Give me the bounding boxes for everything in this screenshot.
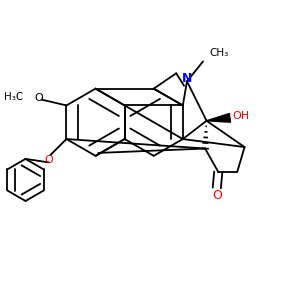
Text: O: O <box>212 189 222 202</box>
Text: N: N <box>182 73 192 85</box>
Text: O: O <box>35 93 44 103</box>
Text: CH₃: CH₃ <box>209 48 228 58</box>
Text: O: O <box>44 155 53 165</box>
Polygon shape <box>207 113 230 122</box>
Text: OH: OH <box>233 111 250 122</box>
Text: H₃C: H₃C <box>4 92 23 102</box>
